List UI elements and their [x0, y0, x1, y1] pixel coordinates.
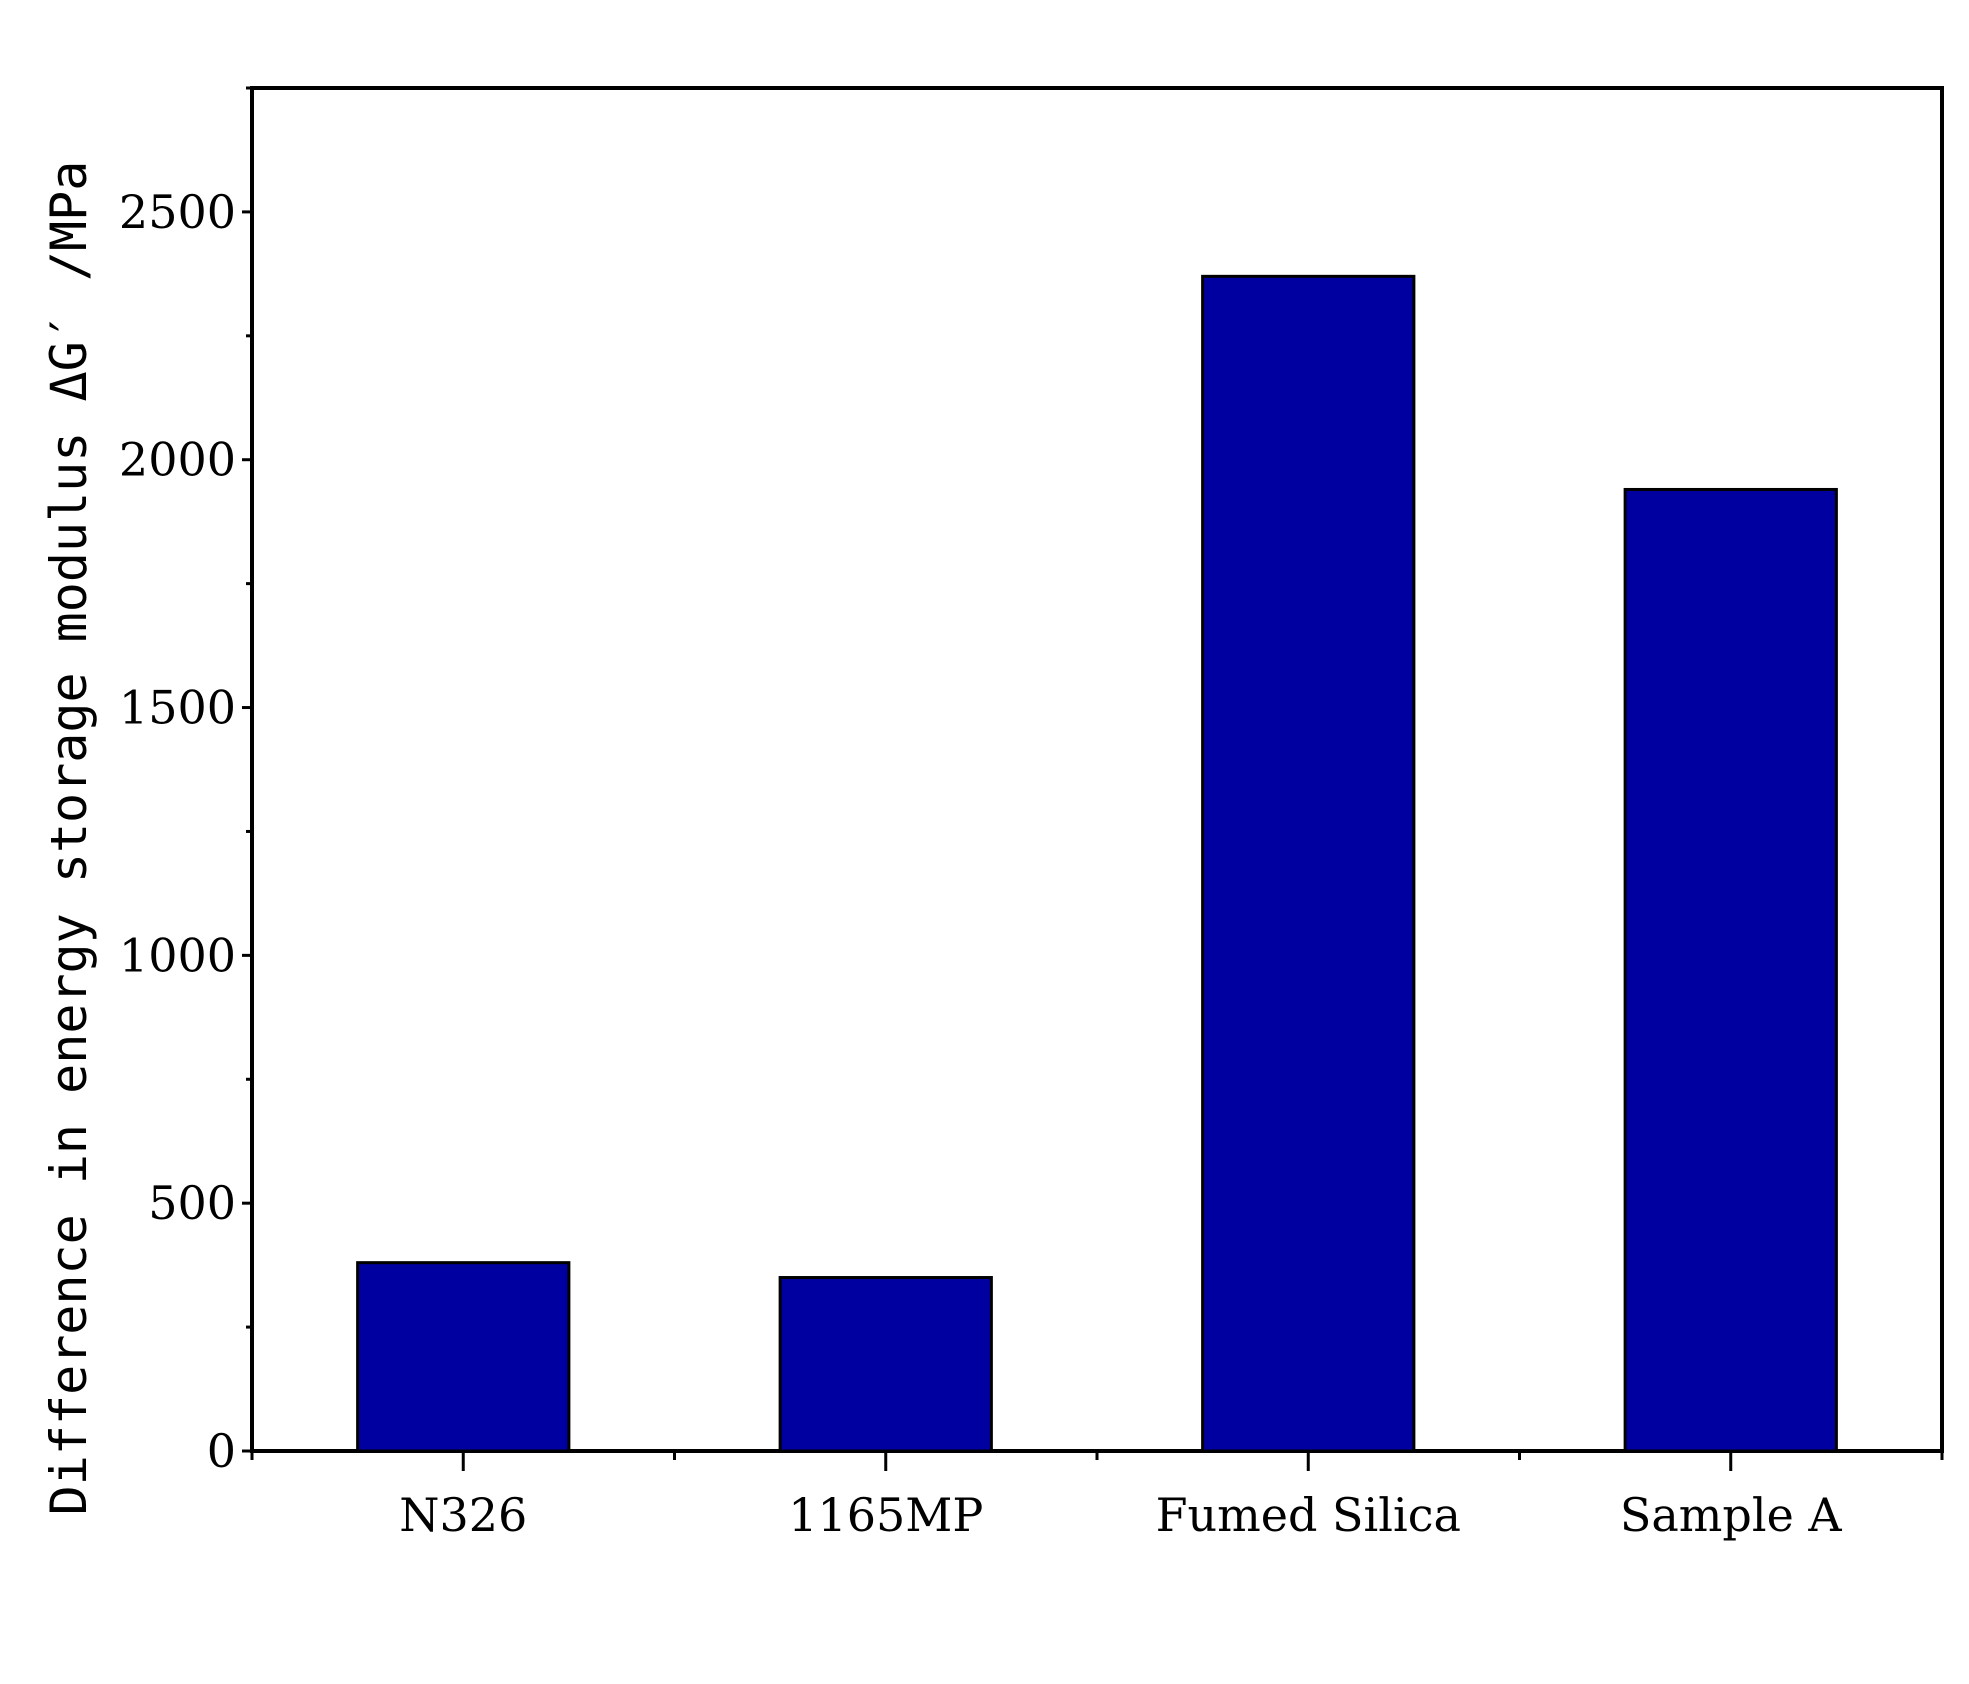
bar: [356, 1261, 571, 1453]
x-axis-ticks: [250, 1451, 1944, 1471]
bar: [1201, 274, 1416, 1453]
y-tick-label: 500: [148, 1176, 236, 1230]
y-tick-label: 1500: [119, 681, 236, 735]
y-tick-label: 2000: [119, 433, 236, 487]
bar: [778, 1276, 993, 1453]
x-tick-label: N326: [399, 1488, 527, 1542]
y-axis-title: Difference in energy storage modulus ΔG′…: [40, 161, 98, 1516]
y-tick-label: 0: [207, 1424, 236, 1478]
x-tick-label: Sample A: [1620, 1488, 1843, 1542]
x-tick-label: Fumed Silica: [1156, 1488, 1461, 1542]
bars: [356, 274, 1838, 1453]
y-axis-tick-labels: 0 500 1000 1500 2000 2500: [119, 185, 236, 1478]
y-axis-ticks: [242, 86, 252, 1453]
x-tick-label: 1165MP: [788, 1488, 983, 1542]
bar: [1623, 487, 1838, 1453]
y-tick-label: 2500: [119, 185, 236, 239]
y-tick-label: 1000: [119, 928, 236, 982]
x-axis-tick-labels: N326 1165MP Fumed Silica Sample A: [399, 1488, 1842, 1542]
